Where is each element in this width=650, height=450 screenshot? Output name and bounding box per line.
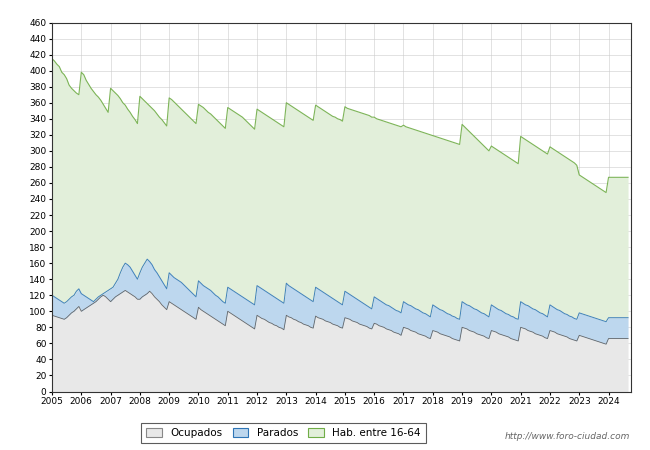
Text: http://www.foro-ciudad.com: http://www.foro-ciudad.com bbox=[505, 432, 630, 441]
Text: Luyego - Evolucion de la poblacion en edad de Trabajar Septiembre de 2024: Luyego - Evolucion de la poblacion en ed… bbox=[58, 12, 592, 25]
Legend: Ocupados, Parados, Hab. entre 16-64: Ocupados, Parados, Hab. entre 16-64 bbox=[141, 423, 426, 444]
